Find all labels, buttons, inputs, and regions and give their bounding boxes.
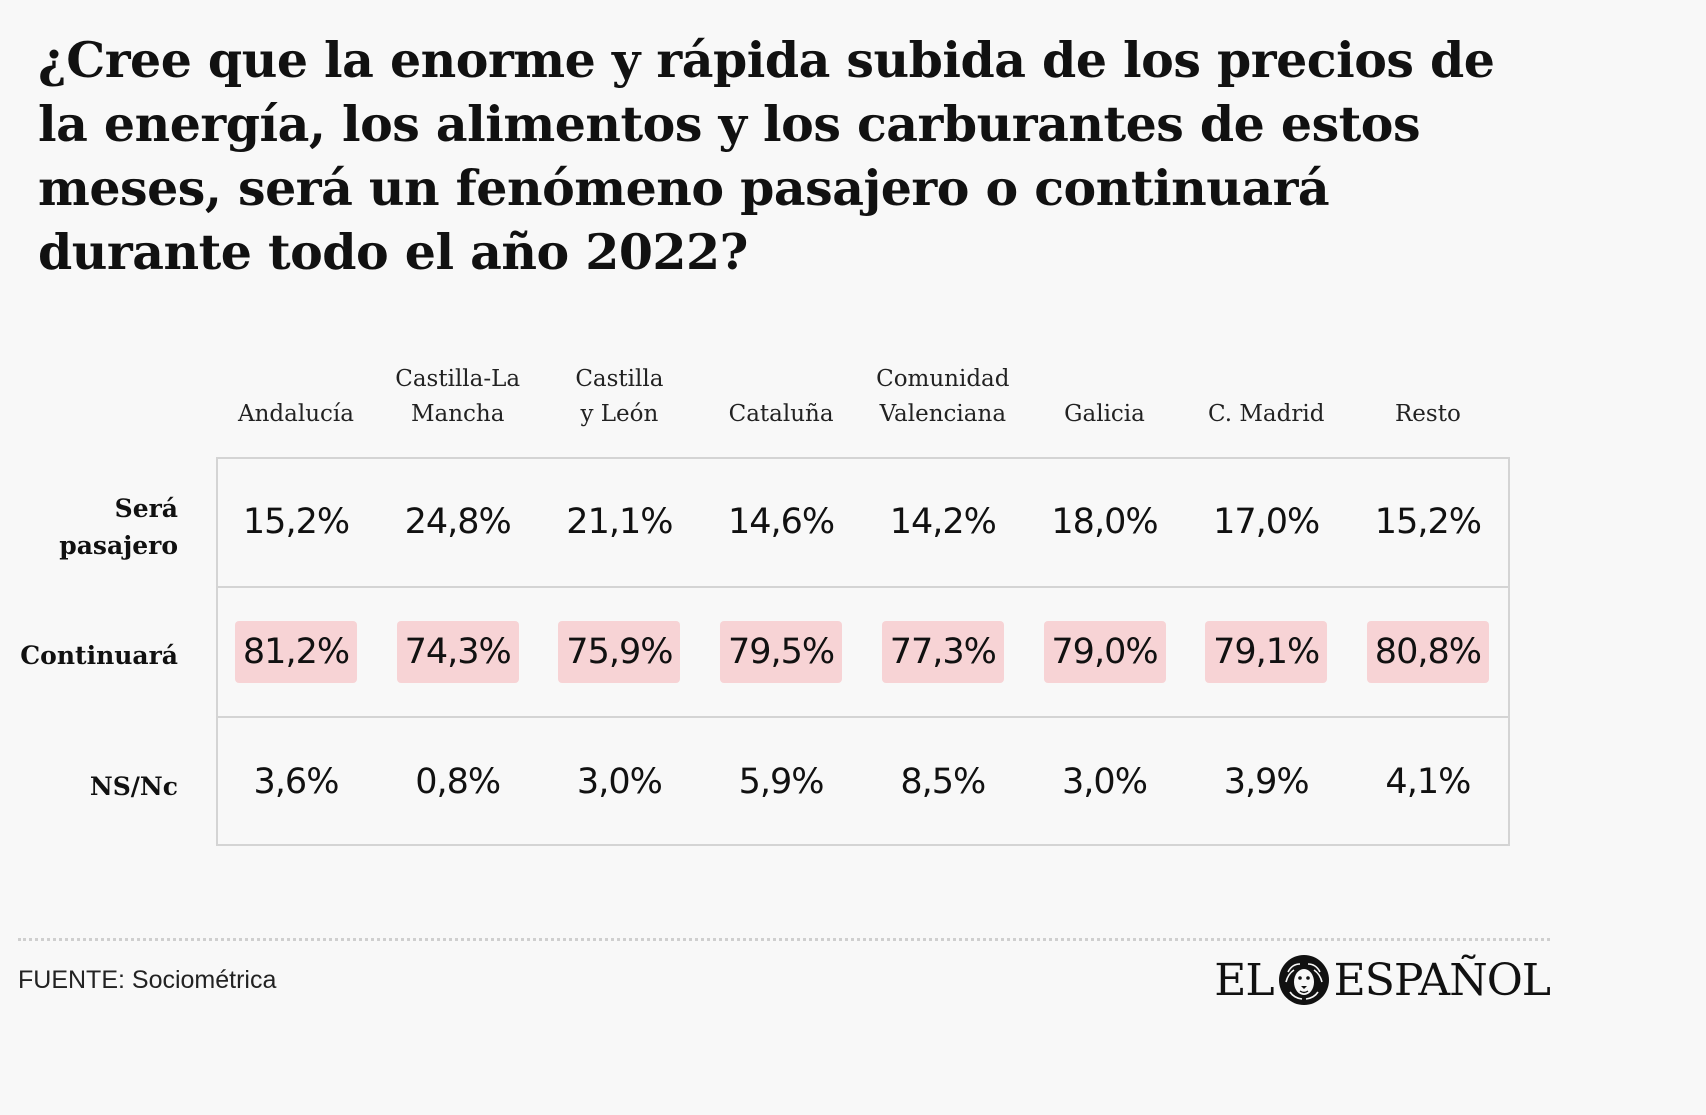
row-label: Será pasajero <box>59 494 178 560</box>
table-cell-highlighted: 81,2% <box>235 621 357 683</box>
table-cell: 18,0% <box>1051 502 1158 542</box>
table-cell-highlighted: 79,0% <box>1043 621 1166 683</box>
row-label: NS/Nc <box>89 771 178 801</box>
column-header: Castilla y León <box>575 366 664 427</box>
table-cell-highlighted: 79,5% <box>720 621 843 683</box>
table-cell: 5,9% <box>738 762 825 802</box>
table-cell-highlighted: 80,8% <box>1366 621 1489 683</box>
chart-title: ¿Cree que la enorme y rápida subida de l… <box>38 31 1495 281</box>
table-cell: 3,0% <box>1062 762 1148 802</box>
table-cell: 8,5% <box>900 762 986 802</box>
column-header: Cataluña <box>728 401 834 427</box>
table-cell: 24,8% <box>404 502 512 542</box>
table-cell-highlighted: 77,3% <box>881 621 1004 683</box>
table-cell-highlighted: 75,9% <box>558 621 681 683</box>
table-cell-highlighted: 79,1% <box>1205 621 1328 683</box>
table-cell: 3,9% <box>1223 762 1310 802</box>
column-header: C. Madrid <box>1207 401 1325 427</box>
column-header: Comunidad Valenciana <box>876 366 1010 427</box>
logo-text-left: EL <box>1214 954 1274 1006</box>
column-header: Castilla-La Mancha <box>395 366 521 427</box>
logo-text-right: ESPAÑOL <box>1333 954 1551 1006</box>
row-divider <box>216 586 1510 588</box>
table-cell: 0,8% <box>415 762 501 802</box>
table-cell: 4,1% <box>1385 762 1471 802</box>
table-cell: 14,2% <box>889 502 997 542</box>
lion-head-icon <box>1278 955 1329 1005</box>
table-cell: 15,2% <box>242 502 350 542</box>
column-header: Andalucía <box>238 401 354 427</box>
table-cell-highlighted: 74,3% <box>396 621 519 683</box>
source-note: FUENTE: Sociométrica <box>18 966 277 994</box>
row-label: Continuará <box>20 640 178 670</box>
row-divider <box>216 716 1510 718</box>
column-header: Resto <box>1394 401 1461 427</box>
table-cell: 14,6% <box>728 502 835 542</box>
el-espanol-logo: EL ESPAÑOL <box>1214 950 1551 1010</box>
footer-divider <box>18 938 1550 941</box>
column-header: Galicia <box>1064 401 1145 427</box>
table-cell: 3,0% <box>576 762 663 802</box>
table-cell: 17,0% <box>1213 502 1320 542</box>
table-cell: 15,2% <box>1374 502 1482 542</box>
table-grid <box>216 457 1510 846</box>
table-cell: 3,6% <box>253 762 340 802</box>
table-cell: 21,1% <box>566 502 673 542</box>
